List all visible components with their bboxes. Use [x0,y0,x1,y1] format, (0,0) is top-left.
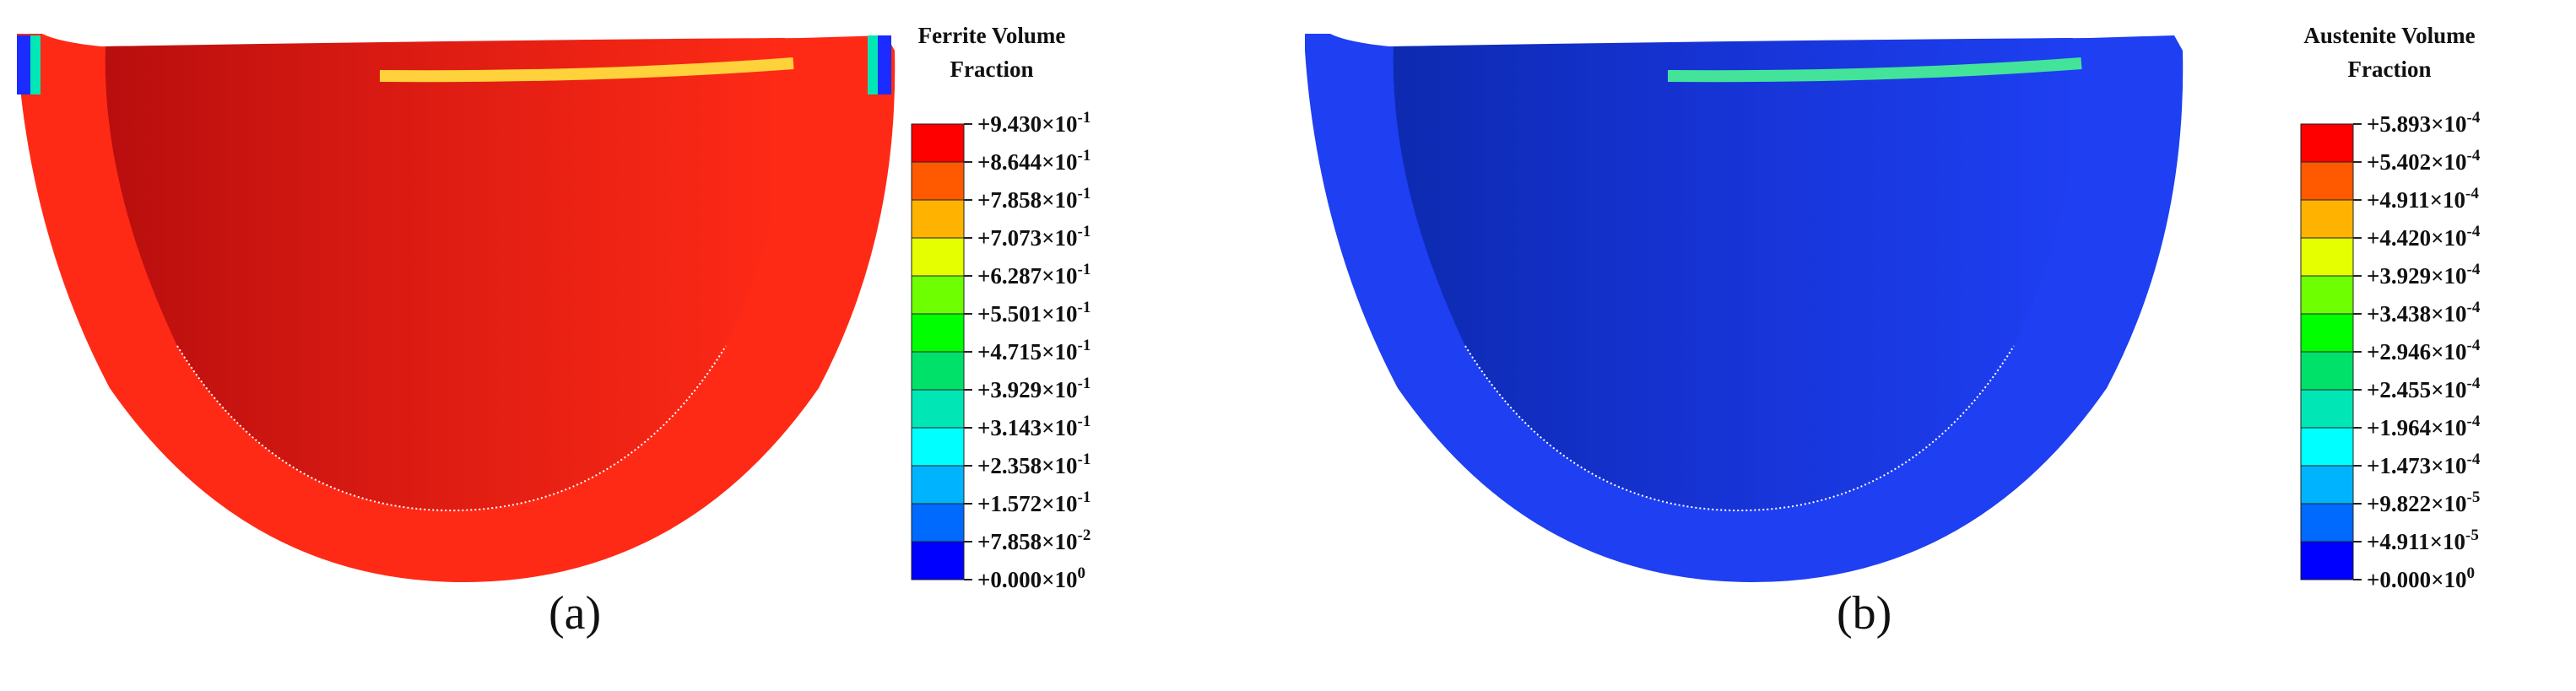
legend-swatch [2300,161,2354,201]
legend-value-label: +1.964×10-4 [2367,413,2481,440]
legend-swatch [2300,275,2354,315]
legend-swatch [2300,123,2354,163]
legend-value-label: +7.073×10-1 [977,223,1090,251]
legend-swatch [2300,503,2354,543]
panel-caption: (a) [549,587,602,640]
cavity-edge [1464,345,2015,512]
legend-swatch [911,313,965,353]
legend-swatch [2300,541,2354,580]
legend-value-label: +4.911×10-4 [2367,185,2479,213]
legend-value-label: +1.572×10-1 [977,489,1090,516]
legend-value-label: +8.644×10-1 [977,147,1090,175]
rim-band [1667,57,2082,83]
legend-swatch [911,123,965,163]
inner-cavity [1393,38,2076,510]
panel-caption: (b) [1837,587,1892,640]
legend-value-label: +0.000×100 [2367,564,2475,592]
legend-value-label: +5.501×10-1 [977,299,1090,327]
legend-value-label: +5.893×10-4 [2367,109,2481,137]
legend-swatch [911,541,965,580]
legend-swatch [911,427,965,467]
legend-swatch [911,275,965,315]
legend-swatch [2300,313,2354,353]
legend-value-label: +7.858×10-2 [977,526,1090,554]
legend-swatch [911,389,965,429]
legend-value-label: +6.287×10-1 [977,261,1090,289]
legend-value-label: +1.473×10-4 [2367,451,2481,478]
austenite-legend-scale: +5.893×10-4 +5.402×10-4 +4.911×10-4 +4.420×… [2300,109,2481,592]
left-tip-gradient [30,35,41,94]
legend-value-label: +7.858×10-1 [977,185,1090,213]
ferrite-panel: Ferrite Volume Fraction +9.430×10-1 +8.64… [17,23,1090,640]
ferrite-legend-scale: +9.430×10-1 +8.644×10-1 +7.858×10-1 +7.073×… [911,109,1090,592]
legend-swatch [2300,199,2354,239]
legend-value-label: +9.430×10-1 [977,109,1090,137]
legend-swatch [911,465,965,505]
austenite-contour-plot [1305,34,2184,582]
legend-value-label: +4.420×10-4 [2367,223,2481,251]
legend-value-label: +5.402×10-4 [2367,147,2481,175]
ferrite-contour-plot [17,34,896,582]
legend-swatch [2300,427,2354,467]
legend-swatch [911,237,965,277]
legend-title: Ferrite Volume Fraction [917,23,1066,82]
legend-value-label: +2.946×10-4 [2367,337,2481,364]
right-tip-gradient [868,35,878,94]
legend-swatch [911,503,965,543]
legend-value-label: +4.715×10-1 [977,337,1090,364]
right-tip-marker [878,35,891,94]
legend-value-label: +3.438×10-4 [2367,299,2481,327]
legend-swatch [911,199,965,239]
legend-swatch [2300,465,2354,505]
left-tip-marker [17,35,30,94]
legend-title: Austenite Volume Fraction [2303,23,2476,82]
legend-value-label: +3.929×10-1 [977,375,1090,402]
legend-value-label: +3.929×10-4 [2367,261,2481,289]
legend-value-label: +3.143×10-1 [977,413,1090,440]
cavity-edge [176,345,727,512]
austenite-panel: Austenite Volume Fraction +5.893×10-4 +5.… [1288,0,2576,691]
legend-value-label: +4.911×10-5 [2367,526,2479,554]
legend-swatch [911,351,965,391]
legend-swatch [2300,237,2354,277]
legend-swatch [2300,389,2354,429]
legend-swatch [911,161,965,201]
rim-band [379,57,794,83]
inner-cavity [105,38,788,510]
legend-swatch [2300,351,2354,391]
legend-value-label: +2.455×10-4 [2367,375,2481,402]
legend-value-label: +9.822×10-5 [2367,489,2480,516]
legend-value-label: +0.000×100 [977,564,1085,592]
legend-value-label: +2.358×10-1 [977,451,1090,478]
